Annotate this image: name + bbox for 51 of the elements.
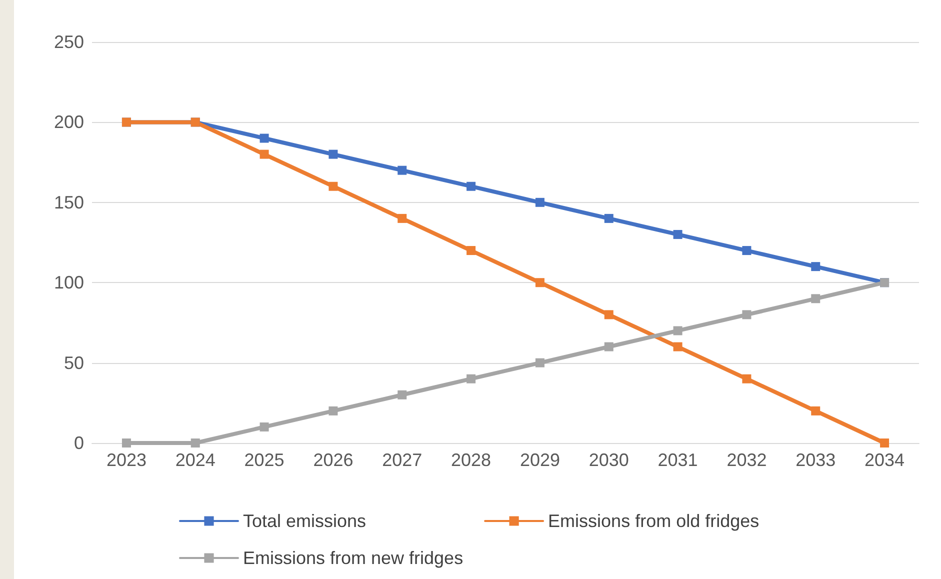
legend-label: Emissions from new fridges <box>243 548 464 568</box>
y-tick-label: 0 <box>74 433 84 453</box>
x-tick-label: 2028 <box>451 450 492 470</box>
x-tick-label: 2032 <box>726 450 767 470</box>
y-tick-label: 250 <box>54 32 84 52</box>
y-tick-label: 50 <box>64 352 84 373</box>
point <box>811 406 820 416</box>
point <box>742 374 752 384</box>
point <box>260 150 269 159</box>
point <box>328 406 338 416</box>
point <box>673 342 682 352</box>
point <box>260 134 269 143</box>
x-tick-label: 2030 <box>588 450 629 470</box>
point <box>328 182 338 191</box>
x-tick-label: 2023 <box>106 450 146 470</box>
point <box>260 422 269 432</box>
point <box>328 150 338 159</box>
point <box>742 246 752 256</box>
point <box>811 294 820 304</box>
point <box>190 438 200 448</box>
x-tick-label: 2029 <box>520 450 560 470</box>
point <box>398 166 407 175</box>
point <box>466 182 476 191</box>
point <box>673 326 682 336</box>
legend-label: Emissions from old fridges <box>548 511 760 531</box>
x-tick-label: 2033 <box>796 450 836 470</box>
point <box>466 246 476 256</box>
point <box>880 438 890 448</box>
x-tick-label: 2034 <box>864 450 905 470</box>
point <box>535 198 544 207</box>
point <box>604 310 614 320</box>
point <box>535 278 544 288</box>
x-tick-label: 2025 <box>244 450 284 470</box>
x-tick-label: 2024 <box>175 450 216 470</box>
point <box>604 214 614 223</box>
point <box>466 374 476 384</box>
y-tick-label: 100 <box>54 272 84 293</box>
point <box>122 438 131 448</box>
point <box>742 310 752 320</box>
point <box>398 390 407 400</box>
point <box>604 342 614 352</box>
y-tick-label: 200 <box>54 112 84 132</box>
point <box>535 358 544 368</box>
legend-label: Total emissions <box>243 511 366 531</box>
point <box>673 230 682 239</box>
y-tick-label: 150 <box>54 192 84 212</box>
x-tick-label: 2027 <box>382 450 422 470</box>
x-tick-label: 2026 <box>313 450 354 470</box>
x-tick-label: 2031 <box>658 450 698 470</box>
point <box>398 214 407 223</box>
point <box>811 262 820 272</box>
